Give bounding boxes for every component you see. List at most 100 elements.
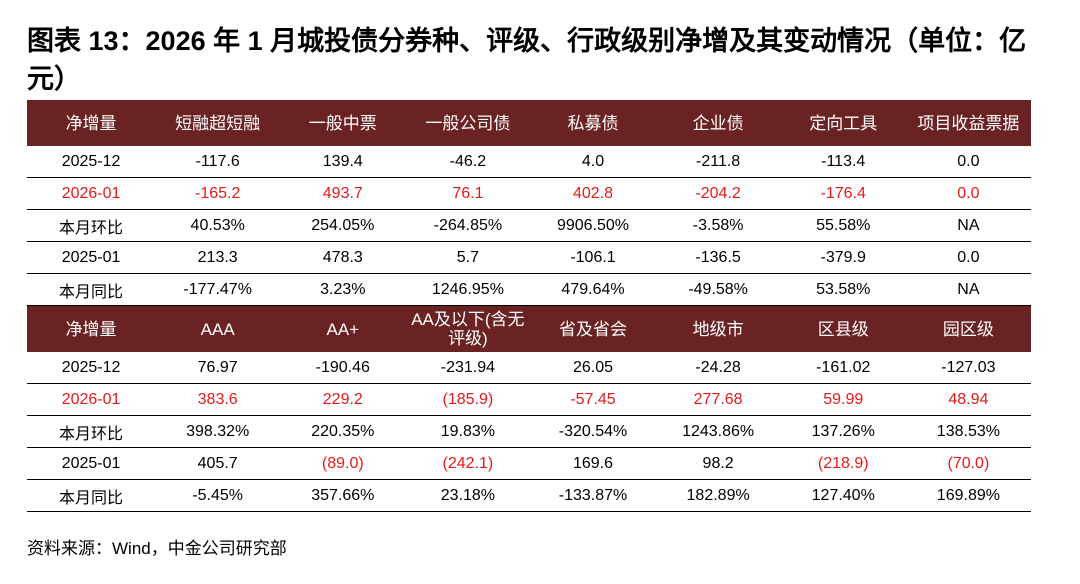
table-cell-negative: (89.0) bbox=[280, 447, 406, 480]
table-cell: 139.4 bbox=[280, 146, 406, 178]
table-cell-negative: (70.0) bbox=[905, 447, 1031, 480]
header-cell: AA及以下(含无评级) bbox=[405, 305, 531, 352]
table-row-highlight: 2026-01 383.6 229.2 (185.9) -57.45 277.6… bbox=[27, 383, 1031, 416]
table-cell: -264.85% bbox=[405, 209, 531, 242]
source-note: 资料来源：Wind，中金公司研究部 bbox=[27, 539, 287, 558]
table-cell: 23.18% bbox=[405, 479, 531, 512]
header-cell: 短融超短融 bbox=[155, 100, 281, 146]
table-cell: -3.58% bbox=[655, 209, 781, 242]
table-cell: 182.89% bbox=[655, 479, 781, 512]
table-cell: -117.6 bbox=[155, 146, 281, 178]
table-cell: 1243.86% bbox=[655, 415, 781, 448]
header-cell: 一般中票 bbox=[280, 100, 406, 146]
header-cell: 净增量 bbox=[27, 305, 156, 352]
header-cell: 省及省会 bbox=[530, 305, 656, 352]
row-label: 本月环比 bbox=[27, 415, 156, 448]
table-cell: 402.8 bbox=[530, 177, 656, 210]
table-row-highlight: 2026-01 -165.2 493.7 76.1 402.8 -204.2 -… bbox=[27, 177, 1031, 210]
row-label: 2025-12 bbox=[27, 352, 156, 384]
table-cell: 137.26% bbox=[780, 415, 906, 448]
table-cell: -231.94 bbox=[405, 352, 531, 384]
table-cell: 55.58% bbox=[780, 209, 906, 242]
table-row: 2025-12 76.97 -190.46 -231.94 26.05 -24.… bbox=[27, 352, 1031, 384]
table-cell: 383.6 bbox=[155, 383, 281, 416]
table-cell: -46.2 bbox=[405, 146, 531, 178]
table-cell: -176.4 bbox=[780, 177, 906, 210]
table-cell: 76.1 bbox=[405, 177, 531, 210]
table-cell: 254.05% bbox=[280, 209, 406, 242]
table-cell: 98.2 bbox=[655, 447, 781, 480]
table-cell: 76.97 bbox=[155, 352, 281, 384]
header-cell: 园区级 bbox=[905, 305, 1031, 352]
net-issuance-table: 净增量 短融超短融 一般中票 一般公司债 私募债 企业债 定向工具 项目收益票据… bbox=[27, 100, 1031, 512]
table-cell: 5.7 bbox=[405, 241, 531, 274]
table-cell: 493.7 bbox=[280, 177, 406, 210]
table-cell: -190.46 bbox=[280, 352, 406, 384]
table-cell: 213.3 bbox=[155, 241, 281, 274]
header-cell: 私募债 bbox=[530, 100, 656, 146]
table-cell: 19.83% bbox=[405, 415, 531, 448]
table-cell: (185.9) bbox=[405, 383, 531, 416]
row-label: 2025-12 bbox=[27, 146, 156, 178]
header-cell: 项目收益票据 bbox=[905, 100, 1031, 146]
table-cell: 26.05 bbox=[530, 352, 656, 384]
row-label: 本月同比 bbox=[27, 273, 156, 306]
table-row: 2025-01 213.3 478.3 5.7 -106.1 -136.5 -3… bbox=[27, 241, 1031, 274]
table-cell: -24.28 bbox=[655, 352, 781, 384]
table-cell: 127.40% bbox=[780, 479, 906, 512]
table-cell: NA bbox=[905, 209, 1031, 242]
row-label: 2026-01 bbox=[27, 383, 156, 416]
header-cell: 定向工具 bbox=[780, 100, 906, 146]
table-cell: 0.0 bbox=[905, 241, 1031, 274]
table-cell: -165.2 bbox=[155, 177, 281, 210]
table-cell: NA bbox=[905, 273, 1031, 306]
table-row: 本月环比 40.53% 254.05% -264.85% 9906.50% -3… bbox=[27, 209, 1031, 242]
table-cell: -204.2 bbox=[655, 177, 781, 210]
table-cell: -106.1 bbox=[530, 241, 656, 274]
row-label: 2025-01 bbox=[27, 447, 156, 480]
table-cell: 4.0 bbox=[530, 146, 656, 178]
table-row: 本月同比 -5.45% 357.66% 23.18% -133.87% 182.… bbox=[27, 479, 1031, 512]
row-label: 2026-01 bbox=[27, 177, 156, 210]
table-cell-negative: (218.9) bbox=[780, 447, 906, 480]
figure-title: 图表 13：2026 年 1 月城投债分券种、评级、行政级别净增及其变动情况（单… bbox=[27, 26, 1027, 94]
table-cell: 59.99 bbox=[780, 383, 906, 416]
header-cell: 企业债 bbox=[655, 100, 781, 146]
table-cell: -113.4 bbox=[780, 146, 906, 178]
table-cell: 0.0 bbox=[905, 146, 1031, 178]
table-cell: 53.58% bbox=[780, 273, 906, 306]
table-row: 2025-12 -117.6 139.4 -46.2 4.0 -211.8 -1… bbox=[27, 146, 1031, 178]
rating-level-header-row: 净增量 AAA AA+ AA及以下(含无评级) 省及省会 地级市 区县级 园区级 bbox=[27, 305, 1031, 352]
table-cell: 478.3 bbox=[280, 241, 406, 274]
table-cell: 405.7 bbox=[155, 447, 281, 480]
table-cell: -320.54% bbox=[530, 415, 656, 448]
row-label: 2025-01 bbox=[27, 241, 156, 274]
table-cell: -127.03 bbox=[905, 352, 1031, 384]
table-cell: 398.32% bbox=[155, 415, 281, 448]
table-cell-negative: (242.1) bbox=[405, 447, 531, 480]
header-cell: AA+ bbox=[280, 305, 406, 352]
header-cell: 一般公司债 bbox=[405, 100, 531, 146]
table-cell: -49.58% bbox=[655, 273, 781, 306]
table-cell: 0.0 bbox=[905, 177, 1031, 210]
bond-type-header-row: 净增量 短融超短融 一般中票 一般公司债 私募债 企业债 定向工具 项目收益票据 bbox=[27, 100, 1031, 146]
table-cell: 277.68 bbox=[655, 383, 781, 416]
row-label: 本月同比 bbox=[27, 479, 156, 512]
table-cell: -5.45% bbox=[155, 479, 281, 512]
header-cell: 地级市 bbox=[655, 305, 781, 352]
row-label: 本月环比 bbox=[27, 209, 156, 242]
table-cell: -57.45 bbox=[530, 383, 656, 416]
table-cell: -379.9 bbox=[780, 241, 906, 274]
data-table-container: 净增量 短融超短融 一般中票 一般公司债 私募债 企业债 定向工具 项目收益票据… bbox=[27, 100, 1031, 512]
table-cell: 229.2 bbox=[280, 383, 406, 416]
table-row: 本月环比 398.32% 220.35% 19.83% -320.54% 124… bbox=[27, 415, 1031, 448]
table-cell: -177.47% bbox=[155, 273, 281, 306]
header-cell: AAA bbox=[155, 305, 281, 352]
table-row: 本月同比 -177.47% 3.23% 1246.95% 479.64% -49… bbox=[27, 273, 1031, 306]
table-cell: -161.02 bbox=[780, 352, 906, 384]
header-cell: 净增量 bbox=[27, 100, 156, 146]
header-cell: 区县级 bbox=[780, 305, 906, 352]
table-cell: 138.53% bbox=[905, 415, 1031, 448]
table-cell: 479.64% bbox=[530, 273, 656, 306]
table-cell: 3.23% bbox=[280, 273, 406, 306]
